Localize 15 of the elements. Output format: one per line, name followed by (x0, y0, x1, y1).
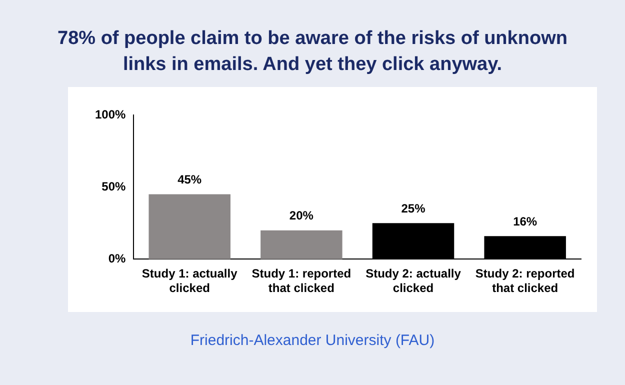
bar (148, 194, 230, 260)
data-label: 16% (513, 214, 538, 228)
bar (260, 230, 342, 260)
data-label: 45% (178, 172, 202, 187)
data-label: 20% (289, 208, 314, 223)
x-tick-label: Study 1: reported that clicked (252, 266, 352, 296)
data-label: 25% (401, 201, 426, 216)
y-tick-label: 100% (94, 107, 126, 122)
x-tick-label: Study 1: actually clicked (142, 266, 238, 296)
text: Friedrich-Alexander University (FAU) (189, 332, 436, 349)
y-tick-label: 50% (102, 179, 126, 194)
x-tick-label: Study 2: reported that clicked (475, 266, 575, 296)
y-tick-label: 0% (108, 252, 126, 266)
x-tick-label: Study 2: actually clicked (366, 266, 462, 296)
chart-title: 78% of people claim to be aware of the risks of unknown links in emails. And yet they click anyway. (56, 27, 568, 77)
